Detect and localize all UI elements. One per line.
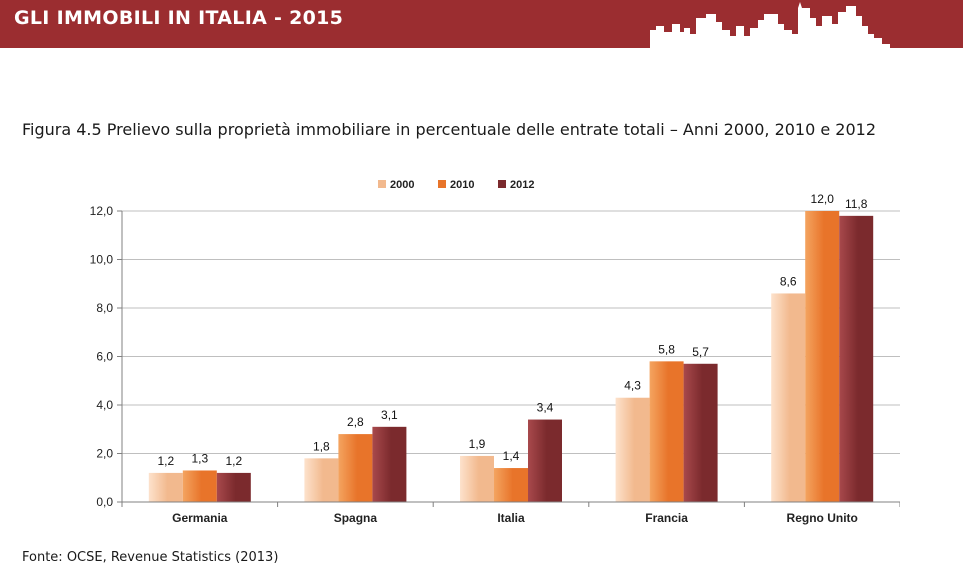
data-label: 1,9: [469, 437, 486, 451]
legend-label-2012: 2012: [510, 179, 534, 191]
data-label: 5,7: [692, 345, 709, 359]
data-label: 3,4: [537, 401, 554, 415]
bar-2000-spagna: [304, 458, 339, 502]
header-banner: GLI IMMOBILI IN ITALIA - 2015: [0, 0, 963, 50]
data-label: 1,8: [313, 439, 330, 453]
y-tick-label: 8,0: [96, 301, 113, 315]
x-tick-label: Spagna: [334, 511, 378, 525]
x-tick-label: Francia: [645, 511, 688, 525]
bar-2000-germania: [148, 472, 183, 502]
chart-legend: 2000 2010 2012: [378, 179, 534, 191]
data-label: 1,3: [191, 451, 208, 465]
data-label: 12,0: [811, 192, 835, 206]
data-label: 2,8: [347, 415, 364, 429]
y-tick-label: 0,0: [96, 495, 113, 509]
x-tick-label: Italia: [497, 511, 525, 525]
data-label: 5,8: [658, 342, 675, 356]
data-label: 8,6: [780, 274, 797, 288]
y-axis: 0,0 2,0 4,0 6,0 8,0 10,0 12,0: [90, 204, 123, 509]
data-label: 1,2: [225, 454, 242, 468]
header-title: GLI IMMOBILI IN ITALIA - 2015: [14, 7, 344, 29]
y-tick-label: 10,0: [90, 253, 114, 267]
data-label: 1,4: [503, 449, 520, 463]
bar-2012-germania: [216, 472, 251, 502]
y-tick-label: 12,0: [90, 204, 114, 218]
bar-chart: 2000 2010 2012 0,0 2,0 4,0 6,0 8,0 10,0 12,0 1,2…: [90, 179, 900, 525]
bar-2012-italia: [528, 419, 562, 502]
x-axis: Germania Spagna Italia Francia Regno Unito: [121, 501, 900, 525]
bar-2000-francia: [615, 397, 650, 502]
x-tick-label: Germania: [172, 511, 228, 525]
legend-label-2010: 2010: [450, 179, 474, 191]
bar-2010-francia: [649, 361, 684, 502]
data-label: 4,3: [624, 379, 641, 393]
bar-2012-francia: [683, 363, 718, 502]
bar-2010-regno-unito: [805, 211, 840, 502]
legend-swatch-2010: [438, 180, 446, 188]
y-tick-label: 2,0: [96, 447, 113, 461]
y-tick-label: 4,0: [96, 398, 113, 412]
legend-swatch-2000: [378, 180, 386, 188]
figure-source: Fonte: OCSE, Revenue Statistics (2013): [22, 550, 279, 565]
bar-2012-regno-unito: [839, 215, 874, 502]
chart-gridlines: [122, 210, 900, 454]
y-tick-label: 6,0: [96, 350, 113, 364]
bar-2000-italia: [460, 455, 494, 502]
x-tick-label: Regno Unito: [787, 511, 858, 525]
data-label: 3,1: [381, 408, 398, 422]
data-label: 1,2: [157, 454, 174, 468]
bar-2012-spagna: [372, 426, 407, 502]
chart-bars: 1,2 1,3 1,2 1,8 2,8 3,1 1,9 1,4 3,4 4,3 5,8 5,7 8,6 1…: [148, 192, 874, 502]
bar-2010-germania: [182, 470, 217, 502]
legend-label-2000: 2000: [390, 179, 414, 191]
skyline-decoration: [650, 2, 963, 50]
legend-swatch-2012: [498, 180, 506, 188]
bar-2010-spagna: [338, 434, 373, 502]
figure-title: Figura 4.5 Prelievo sulla proprietà immo…: [22, 120, 877, 139]
data-label: 11,8: [845, 197, 868, 211]
bar-2010-italia: [494, 468, 528, 502]
bar-2000-regno-unito: [771, 293, 806, 502]
